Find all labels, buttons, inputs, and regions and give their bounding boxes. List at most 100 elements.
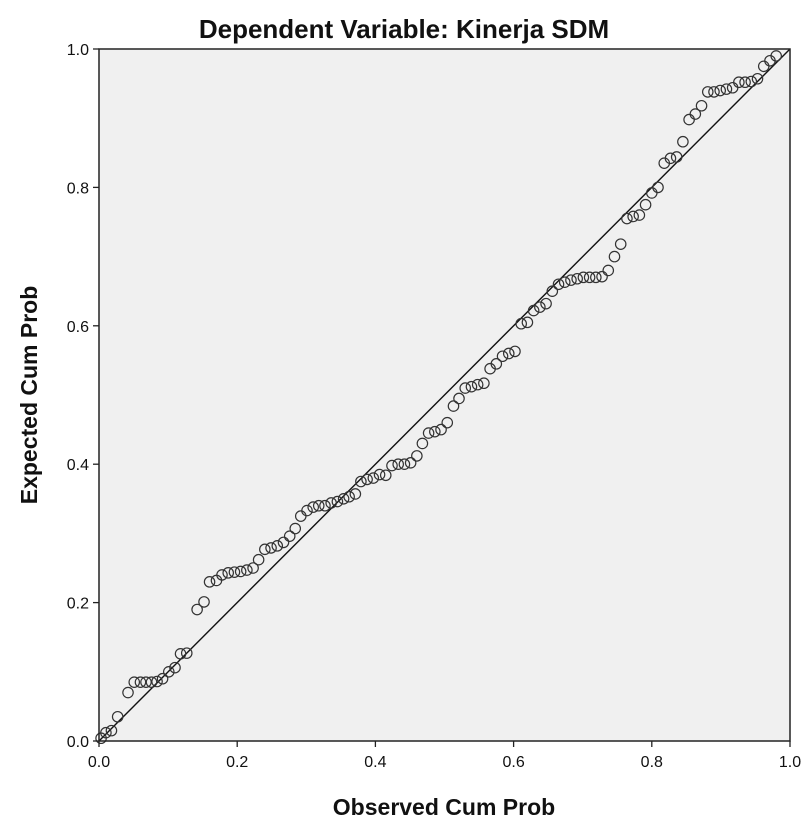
data-point [664, 152, 677, 165]
data-point [100, 726, 112, 739]
data-point [614, 238, 627, 250]
data-point [652, 181, 664, 194]
data-point [577, 271, 590, 284]
data-point [140, 676, 152, 688]
data-point [515, 317, 528, 330]
data-point [128, 676, 141, 688]
data-point [319, 499, 331, 512]
data-point [739, 76, 751, 89]
y-tick-label: 0.6 [67, 319, 89, 336]
data-point [422, 427, 435, 439]
data-point [770, 50, 782, 62]
data-point [471, 378, 484, 391]
data-point [708, 86, 720, 98]
data-point [527, 304, 540, 317]
data-point [546, 285, 559, 297]
data-point [325, 497, 337, 509]
data-point [633, 209, 646, 221]
data-point [386, 459, 398, 472]
data-point [156, 672, 169, 685]
data-point [608, 250, 621, 263]
data-points [95, 50, 782, 745]
y-tick-label: 0.0 [67, 734, 89, 751]
data-point [509, 345, 521, 358]
data-point [355, 475, 367, 488]
data-point [552, 278, 565, 291]
data-point [265, 542, 277, 554]
data-point [733, 76, 745, 89]
data-point [216, 569, 228, 581]
data-point [602, 264, 615, 277]
chart-title: Dependent Variable: Kinerja SDM [199, 14, 609, 44]
data-point [134, 676, 147, 688]
data-point [277, 536, 290, 549]
data-point [490, 358, 503, 370]
data-point [367, 472, 380, 484]
data-point [714, 84, 727, 97]
axes [98, 48, 791, 742]
data-point [751, 72, 764, 85]
data-point [373, 468, 386, 481]
data-point [307, 501, 320, 513]
x-tick-label: 0.6 [502, 754, 524, 771]
data-point [639, 198, 652, 211]
x-tick-label: 0.8 [641, 754, 663, 771]
y-tick-label: 0.8 [67, 180, 89, 197]
y-tick-label: 0.2 [67, 596, 89, 613]
data-point [343, 490, 355, 503]
data-point [404, 457, 417, 469]
x-tick-label: 0.0 [88, 754, 110, 771]
data-point [627, 210, 639, 223]
data-point [312, 499, 325, 512]
data-point [241, 564, 253, 576]
data-point [447, 400, 460, 412]
data-point [301, 504, 313, 517]
x-tick-label: 1.0 [779, 754, 801, 771]
x-tick-label: 0.2 [226, 754, 248, 771]
data-point [565, 274, 577, 286]
data-point [283, 530, 296, 542]
data-point [169, 661, 181, 674]
data-point [234, 565, 247, 578]
data-point [720, 83, 733, 95]
data-point [145, 676, 158, 688]
data-point [361, 473, 373, 486]
data-point [502, 347, 515, 360]
data-point [337, 492, 350, 505]
data-point [252, 553, 265, 566]
data-point [745, 75, 758, 88]
data-point [701, 86, 714, 98]
data-point [180, 647, 193, 659]
data-point [398, 458, 411, 470]
data-point [411, 450, 423, 462]
y-tick-label: 0.4 [67, 457, 89, 474]
data-point [105, 724, 118, 737]
reference-line-group [98, 48, 791, 742]
y-axis-label: Expected Cum Prob [16, 286, 42, 505]
data-point [162, 665, 175, 678]
y-tick-label: 1.0 [67, 42, 89, 59]
y-axis-ticks: 0.0 0.2 0.4 0.6 0.8 1.0 [67, 42, 99, 751]
data-point [689, 108, 702, 120]
data-point [228, 566, 241, 578]
data-point [222, 567, 235, 579]
x-tick-label: 0.4 [364, 754, 386, 771]
data-point [695, 99, 708, 112]
data-point [540, 297, 552, 310]
data-point [379, 469, 392, 482]
data-point [429, 425, 441, 438]
data-point [435, 423, 447, 436]
data-point [349, 488, 362, 500]
data-point [122, 686, 134, 699]
data-point [174, 648, 187, 660]
data-point [392, 458, 405, 470]
data-point [271, 540, 284, 552]
data-point [521, 316, 534, 329]
data-point [203, 576, 216, 588]
data-point [331, 495, 344, 508]
data-point [151, 675, 163, 688]
data-point [670, 151, 683, 163]
data-point [198, 596, 210, 608]
data-point [191, 603, 203, 616]
